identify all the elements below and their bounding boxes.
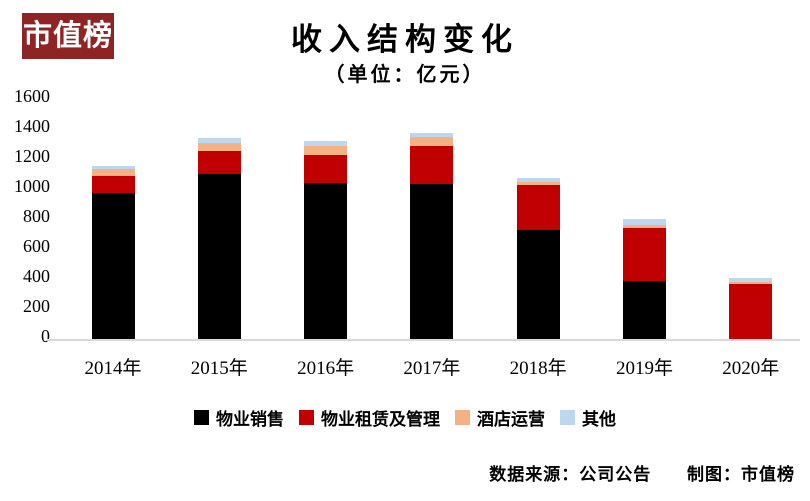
bar-segment: [623, 228, 666, 282]
bar-segment: [410, 132, 454, 138]
legend-label: 其他: [582, 410, 616, 429]
x-tick-label: 2020年: [722, 358, 780, 379]
bar-segment: [623, 281, 666, 339]
x-tick-label: 2018年: [509, 358, 567, 379]
bar-segment: [304, 146, 348, 156]
x-tick-label: 2016年: [297, 358, 355, 379]
bar-segment: [304, 183, 348, 339]
bar-segment: [410, 183, 454, 339]
legend-item: 其他: [560, 405, 616, 430]
bar-segment: [197, 142, 241, 151]
legend-swatch-icon: [455, 410, 470, 425]
y-tick-label: 1600: [14, 86, 50, 106]
bar-segment: [197, 174, 241, 339]
y-tick-label: 600: [23, 236, 50, 256]
bar-segment: [623, 219, 666, 225]
bar-segment: [410, 145, 454, 184]
y-tick-label: 400: [23, 266, 50, 286]
y-tick-label: 0: [41, 326, 50, 346]
x-axis-line: [47, 339, 800, 341]
y-tick-label: 1000: [14, 176, 50, 196]
bar-segment: [304, 141, 348, 147]
credit-label: 制图：市值榜: [687, 465, 795, 484]
legend-label: 酒店运营: [477, 410, 545, 429]
chart-subtitle: （单位：亿元）: [324, 64, 486, 86]
legend-swatch-icon: [299, 410, 314, 425]
y-tick-label: 1400: [14, 116, 50, 136]
legend-swatch-icon: [194, 410, 209, 425]
bar-segment: [91, 165, 135, 169]
bar-segment: [623, 225, 666, 228]
bar-segment: [91, 192, 135, 339]
bar-segment: [516, 177, 560, 183]
legend-item: 酒店运营: [455, 405, 545, 430]
bar-segment: [197, 150, 241, 174]
bar-segment: [91, 168, 135, 177]
legend-swatch-icon: [560, 410, 575, 425]
bar-segment: [91, 176, 135, 193]
legend-label: 物业销售: [216, 410, 284, 429]
footer: 数据来源：公司公告 制图：市值榜: [489, 460, 795, 485]
legend: 物业销售 物业租赁及管理 酒店运营 其他: [0, 405, 810, 430]
legend-item: 物业租赁及管理: [299, 405, 440, 430]
legend-label: 物业租赁及管理: [321, 410, 440, 429]
chart-title: 收入结构变化: [291, 22, 519, 57]
bar-segment: [516, 229, 560, 339]
x-tick-label: 2017年: [403, 358, 461, 379]
brand-logo: 市值榜: [22, 13, 114, 59]
x-tick-label: 2014年: [84, 358, 142, 379]
legend-item: 物业销售: [194, 405, 284, 430]
data-source-label: 数据来源：公司公告: [489, 465, 652, 484]
y-tick-label: 1200: [14, 146, 50, 166]
bar-segment: [729, 284, 773, 339]
bar-segment: [410, 137, 454, 146]
y-tick-label: 800: [23, 206, 50, 226]
bar-segment: [729, 282, 773, 285]
x-tick-label: 2015年: [190, 358, 248, 379]
bar-segment: [516, 184, 560, 230]
bar-segment: [197, 138, 241, 143]
y-tick-label: 200: [23, 296, 50, 316]
bar-segment: [304, 155, 348, 183]
x-tick-label: 2019年: [615, 358, 673, 379]
bar-segment: [516, 182, 560, 185]
bar-segment: [729, 278, 773, 282]
